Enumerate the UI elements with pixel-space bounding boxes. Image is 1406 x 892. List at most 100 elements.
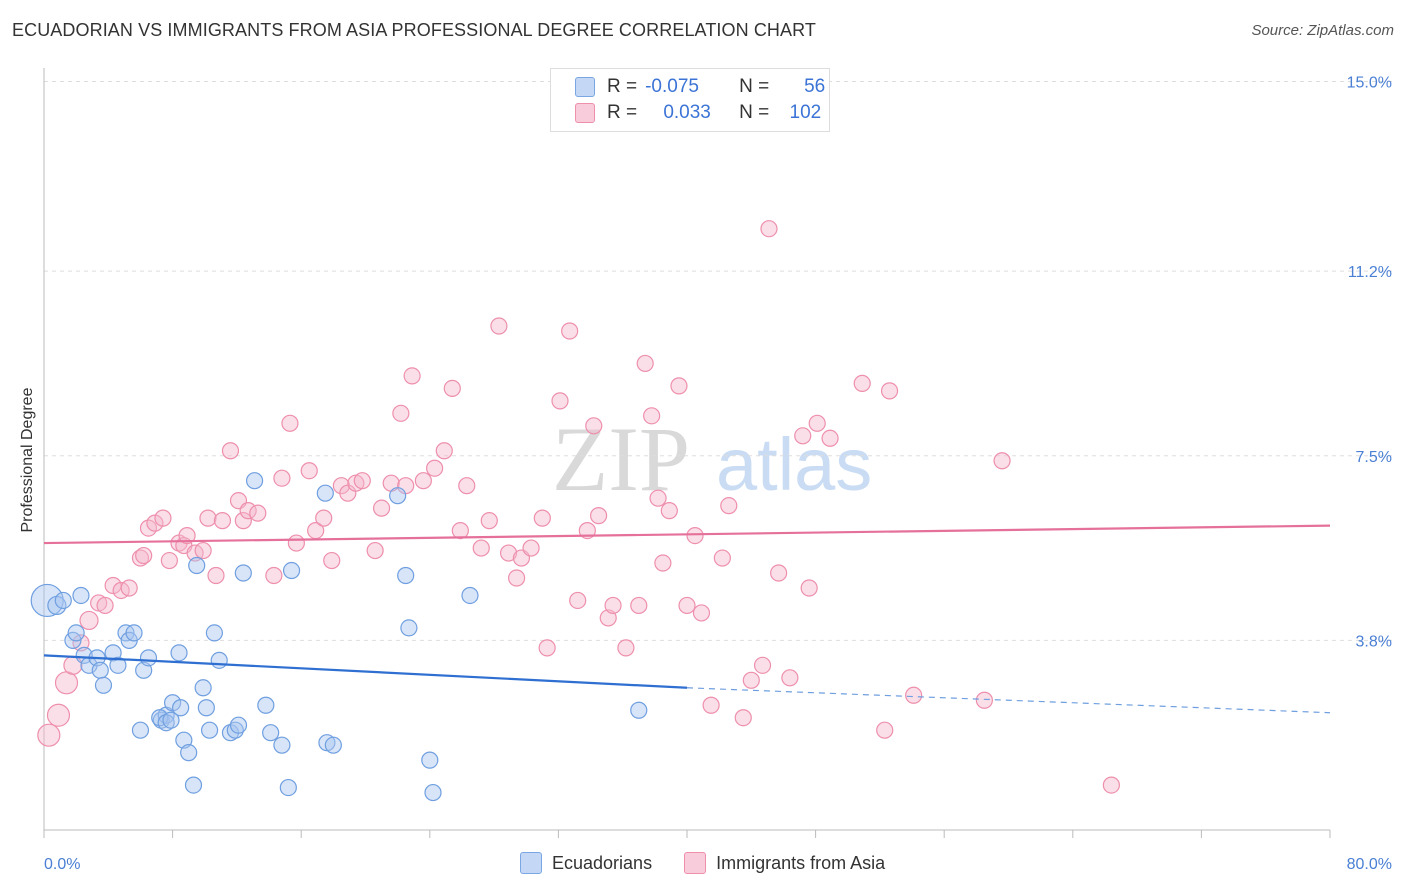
- immigrants-from-asia-point: [96, 596, 114, 615]
- legend-r-value: -0.075: [645, 76, 699, 97]
- immigrants-from-asia-point: [538, 639, 556, 657]
- immigrants-from-asia-point: [353, 472, 371, 490]
- ecuadorians-point: [162, 711, 180, 729]
- ecuadorians-point: [131, 721, 150, 739]
- immigrants-from-asia-point: [234, 512, 252, 530]
- immigrants-from-asia-point: [37, 723, 61, 747]
- legend-n-label: N =: [739, 76, 770, 97]
- ecuadorians-point: [245, 472, 264, 490]
- immigrants-from-asia-point: [660, 502, 678, 520]
- immigrants-from-asia-point: [760, 220, 778, 238]
- immigrants-from-asia-point: [480, 512, 498, 530]
- immigrants-from-asia-point: [490, 317, 508, 335]
- immigrants-from-asia-point: [636, 354, 654, 373]
- legend-row-ecuadorians: R = -0.075 N = 56: [575, 75, 825, 99]
- immigrants-from-asia-point: [472, 539, 490, 557]
- immigrants-from-asia-trend-line: [43, 524, 1331, 545]
- immigrants-from-asia-point: [678, 596, 696, 615]
- y-tick-label: 15.0%: [1347, 75, 1392, 92]
- immigrants-from-asia-point: [287, 534, 305, 552]
- series-ecuadorians: [30, 472, 648, 802]
- immigrants-from-asia-point: [372, 499, 391, 517]
- immigrants-from-asia-point: [522, 539, 540, 557]
- immigrants-from-asia-point: [643, 407, 661, 425]
- immigrants-from-asia-point: [692, 604, 711, 622]
- immigrants-from-asia-point: [670, 377, 688, 395]
- series-swatch-pink: [684, 852, 707, 874]
- ecuadorians-point: [139, 649, 158, 667]
- source-credit: Source: ZipAtlas.com: [1251, 22, 1394, 39]
- immigrants-from-asia-point: [649, 489, 667, 507]
- chart-title: ECUADORIAN VS IMMIGRANTS FROM ASIA PROFE…: [12, 20, 816, 40]
- y-tick-label: 11.2%: [1348, 264, 1392, 281]
- ecuadorians-point: [172, 699, 190, 717]
- series-immigrants-from-asia: [37, 220, 1120, 794]
- ecuadorians-point: [210, 651, 228, 669]
- ecuadorians-point: [30, 583, 64, 618]
- immigrants-from-asia-point: [604, 596, 622, 615]
- ecuadorians-point: [324, 736, 342, 754]
- immigrants-from-asia-point: [120, 579, 138, 597]
- trend-lines: [43, 524, 1331, 714]
- immigrants-from-asia-point: [131, 549, 150, 567]
- ecuadorians-point: [54, 591, 72, 610]
- watermark-atlas: atlas: [716, 423, 872, 506]
- immigrants-from-asia-point: [734, 709, 752, 727]
- immigrants-from-asia-point: [414, 472, 432, 490]
- immigrants-from-asia-point: [975, 691, 993, 709]
- immigrants-from-asia-point: [54, 671, 79, 695]
- immigrants-from-asia-point: [720, 497, 738, 515]
- immigrants-from-asia-point: [315, 509, 333, 527]
- legend-n-label: N =: [739, 102, 770, 123]
- immigrants-from-asia-point: [630, 596, 648, 615]
- legend-r-value: 0.033: [663, 102, 711, 123]
- immigrants-from-asia-point: [213, 512, 232, 530]
- x-ticks: [43, 830, 1331, 838]
- immigrants-from-asia-point: [426, 459, 444, 477]
- ecuadorians-point: [188, 556, 206, 575]
- series-swatch-blue: [520, 852, 542, 874]
- immigrants-from-asia-point: [508, 569, 526, 587]
- immigrants-from-asia-point: [808, 414, 826, 432]
- immigrants-from-asia-point: [617, 639, 635, 657]
- ecuadorians-point: [424, 783, 442, 802]
- watermark-zip: ZIP: [552, 408, 690, 510]
- ecuadorians-point: [461, 586, 479, 605]
- immigrants-from-asia-point: [135, 546, 153, 565]
- ecuadorians-point: [262, 724, 280, 742]
- immigrants-from-asia-point: [281, 414, 299, 432]
- immigrants-from-asia-point: [770, 564, 788, 582]
- ecuadorians-point: [630, 701, 648, 719]
- immigrants-from-asia-point: [46, 703, 71, 727]
- immigrants-from-asia-point: [533, 509, 551, 527]
- ecuadorians-point: [400, 619, 418, 637]
- immigrants-from-asia-point: [273, 469, 291, 487]
- legend-n-value: 56: [804, 76, 826, 97]
- ecuadorians-point: [91, 661, 109, 679]
- immigrants-from-asia-point: [821, 429, 839, 447]
- ecuadorians-trend-line: [43, 654, 688, 689]
- immigrants-from-asia-point: [905, 686, 923, 704]
- immigrants-from-asia-point: [713, 549, 731, 567]
- immigrants-from-asia-point: [585, 417, 603, 435]
- ecuadorians-point: [180, 744, 198, 762]
- immigrants-from-asia-point: [199, 509, 217, 527]
- immigrants-from-asia-point: [589, 507, 608, 525]
- series-label-ecuadorians: Ecuadorians: [552, 852, 653, 873]
- immigrants-from-asia-point: [742, 671, 760, 689]
- legend-r-label: R =: [607, 76, 638, 97]
- immigrants-from-asia-point: [265, 566, 283, 585]
- ecuadorians-point: [125, 624, 143, 642]
- immigrants-from-asia-point: [1102, 776, 1120, 794]
- legend-row-immigrants-from-asia: R = 0.033 N = 102: [575, 101, 821, 125]
- immigrants-from-asia-point: [654, 554, 672, 572]
- ecuadorians-point: [170, 644, 188, 662]
- immigrants-from-asia-point: [79, 610, 99, 631]
- immigrants-from-asia-point: [499, 544, 518, 562]
- immigrants-from-asia-point: [781, 669, 799, 687]
- ecuadorians-point: [316, 484, 334, 502]
- ecuadorians-point: [226, 721, 244, 739]
- correlation-legend: R = -0.075 N = 56 R = 0.033 N = 102: [550, 68, 830, 132]
- ecuadorians-point: [109, 656, 127, 674]
